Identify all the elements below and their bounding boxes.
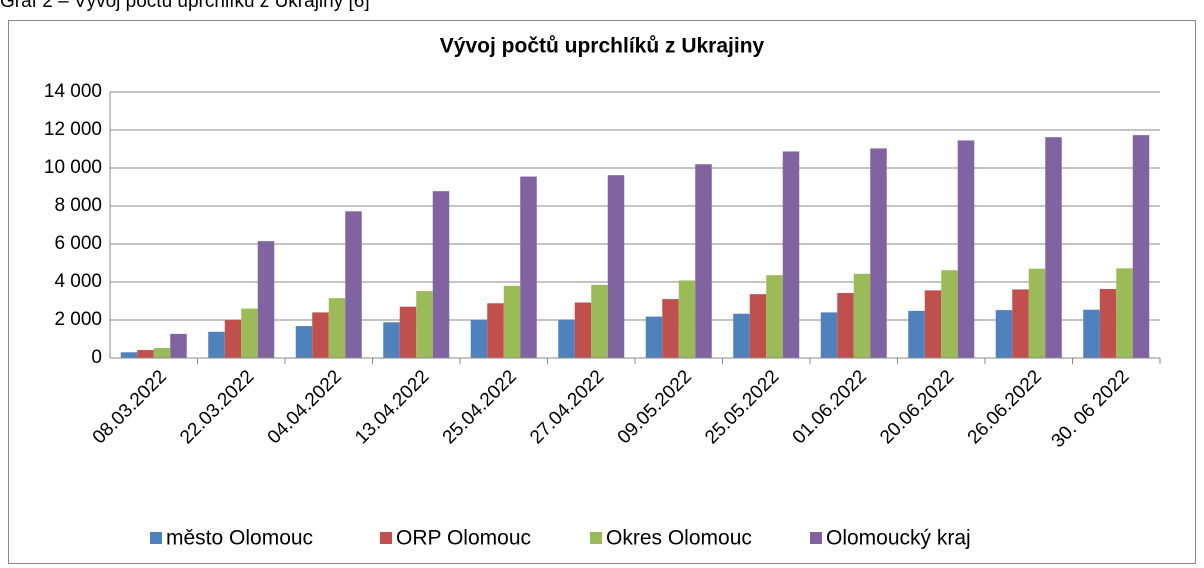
legend-label: město Olomouc [166, 527, 313, 550]
bar [941, 270, 958, 358]
bar [383, 322, 400, 358]
bar [678, 280, 696, 358]
y-tick-label: 14 000 [44, 81, 102, 102]
bar [1012, 289, 1029, 358]
legend-swatch [150, 532, 162, 544]
y-tick-label: 4 000 [54, 271, 102, 292]
bar [870, 148, 887, 358]
bar [853, 273, 871, 358]
bar [908, 310, 925, 358]
legend-swatch [380, 532, 392, 544]
bar [695, 164, 712, 358]
bar [574, 302, 592, 358]
bar [957, 140, 975, 358]
bar [416, 291, 433, 358]
caption: Graf 2 – Vývoj počtu uprchlíků z Ukrajin… [0, 0, 370, 12]
bar [607, 175, 625, 358]
bar [487, 303, 504, 358]
bar [558, 319, 575, 358]
bar [153, 347, 171, 358]
bar [170, 333, 187, 358]
bar [1028, 268, 1046, 358]
bar [995, 310, 1013, 358]
bar [766, 275, 783, 358]
bar [295, 326, 313, 358]
y-tick-label: 10 000 [44, 157, 102, 178]
bar [120, 352, 138, 358]
legend-swatch [590, 532, 602, 544]
y-tick-label: 8 000 [54, 195, 102, 216]
legend-swatch [810, 532, 822, 544]
y-tick-label: 2 000 [54, 309, 102, 330]
bar [1099, 289, 1117, 358]
bar [520, 176, 537, 358]
bar [1132, 135, 1150, 358]
y-tick-label: 12 000 [44, 119, 102, 140]
bar [137, 350, 154, 358]
bar [328, 298, 346, 358]
bar [345, 211, 362, 358]
bar [432, 191, 450, 358]
bar [662, 299, 679, 358]
y-tick-label: 0 [91, 347, 102, 368]
legend-label: Olomoucký kraj [826, 527, 971, 550]
legend-label: Okres Olomouc [606, 527, 752, 550]
bar [241, 308, 258, 358]
bar [312, 312, 329, 358]
legend-label: ORP Olomouc [396, 527, 531, 550]
bar [1045, 137, 1062, 358]
bar [470, 320, 488, 358]
bar [820, 312, 838, 358]
bar [733, 313, 750, 358]
bar [224, 320, 242, 358]
bar [837, 293, 854, 358]
bar [257, 241, 275, 358]
bar [399, 306, 417, 358]
bar [1083, 309, 1100, 358]
bar [208, 331, 225, 358]
chart-title: Vývoj počtů uprchlíků z Ukrajiny [440, 35, 765, 58]
bar [645, 316, 663, 358]
bar [924, 290, 942, 358]
y-tick-label: 6 000 [54, 233, 102, 254]
bar [749, 294, 767, 358]
bar [1116, 268, 1133, 358]
bar [503, 285, 521, 358]
bar [782, 151, 800, 358]
bar [591, 284, 608, 358]
